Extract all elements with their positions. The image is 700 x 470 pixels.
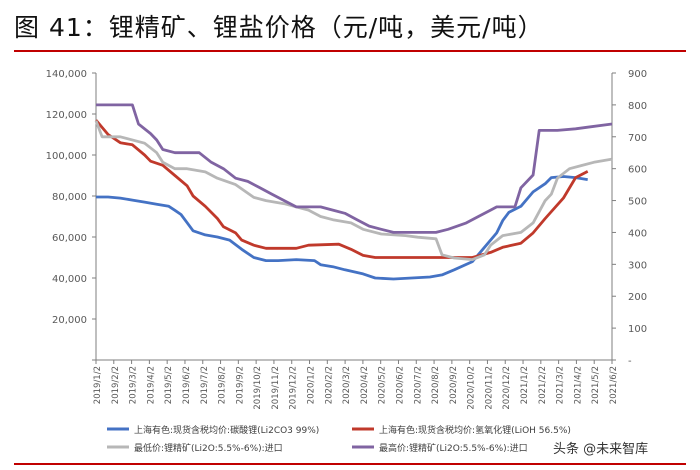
x-tick-label: 2021/6/2 [609,366,619,404]
x-tick-label: 2021/2/2 [538,366,548,404]
x-tick-label: 2020/12/2 [502,366,512,410]
left-tick-label: 120,000 [46,110,87,121]
right-tick-label: 900 [628,69,647,80]
right-tick-label: 300 [628,260,647,271]
chart-series [94,103,613,281]
watermark: 头条 @未来智库 [553,442,649,457]
x-tick-label: 2019/8/2 [218,366,228,404]
legend-label: 上海有色:现货含税均价:氢氧化锂(LiOH 56.5%) [379,424,571,436]
x-tick-label: 2019/6/2 [182,366,192,404]
series-line-3 [94,120,613,261]
x-tick-label: 2019/7/2 [200,366,210,404]
x-tick-label: 2020/9/2 [449,366,459,404]
right-tick-label: - [628,356,632,367]
legend-label: 最低价:锂精矿(Li2O:5.5%-6%):进口 [134,442,283,454]
x-tick-label: 2020/3/2 [342,366,352,404]
right-tick-label: 700 [628,133,647,144]
x-tick-label: 2020/11/2 [484,366,494,410]
x-tick-label: 2019/1/2 [93,366,103,404]
x-tick-label: 2019/11/2 [271,366,281,410]
right-tick-label: 400 [628,228,647,239]
right-tick-label: 800 [628,101,647,112]
x-tick-label: 2019/9/2 [235,366,245,404]
x-tick-label: 2020/4/2 [360,366,370,404]
footer-rule [14,463,686,465]
right-tick-label: 100 [628,324,647,335]
right-tick-label: 500 [628,197,647,208]
title-rule [14,50,686,52]
left-tick-label: 20,000 [52,315,87,326]
x-tick-label: 2019/12/2 [289,366,299,410]
x-tick-label: 2019/3/2 [129,366,139,404]
x-tick-label: 2021/3/2 [556,366,566,404]
left-tick-label: 40,000 [52,274,87,285]
x-tick-label: 2019/4/2 [146,366,156,404]
series-line-2 [94,119,589,259]
chart-axes: 20,000 40,000 60,000 80,000 100,000 120,000 14… [46,69,647,410]
x-tick-label: 2020/7/2 [413,366,423,404]
left-tick-label: 100,000 [46,151,87,162]
left-tick-label: 60,000 [52,233,87,244]
left-tick-label: 80,000 [52,192,87,203]
x-tick-label: 2019/10/2 [253,366,263,410]
legend-label: 上海有色:现货含税均价:碳酸锂(Li2CO3 99%) [134,424,319,436]
x-tick-label: 2020/6/2 [395,366,405,404]
series-line-4 [96,103,613,234]
x-tick-label: 2020/5/2 [378,366,388,404]
series-line-1 [96,175,588,281]
x-tick-label: 2019/2/2 [111,366,121,404]
x-tick-label: 2021/5/2 [591,366,601,404]
chart-legend: 上海有色:现货含税均价:碳酸锂(Li2CO3 99%) 上海有色:现货含税均价:氢… [107,424,571,454]
x-tick-label: 2020/10/2 [467,366,477,410]
left-tick-label: 140,000 [46,69,87,80]
right-tick-label: 600 [628,165,647,176]
x-tick-label: 2020/8/2 [431,366,441,404]
figure-title: 图 41：锂精矿、锂盐价格（元/吨，美元/吨） [14,13,544,42]
legend-label: 最高价:锂精矿(Li2O:5.5%-6%):进口 [379,442,528,454]
x-tick-label: 2020/1/2 [307,366,317,404]
x-tick-label: 2021/4/2 [573,366,583,404]
right-tick-label: 200 [628,292,647,303]
x-tick-label: 2021/1/2 [520,366,530,404]
x-tick-label: 2020/2/2 [324,366,334,404]
x-tick-label: 2019/5/2 [164,366,174,404]
